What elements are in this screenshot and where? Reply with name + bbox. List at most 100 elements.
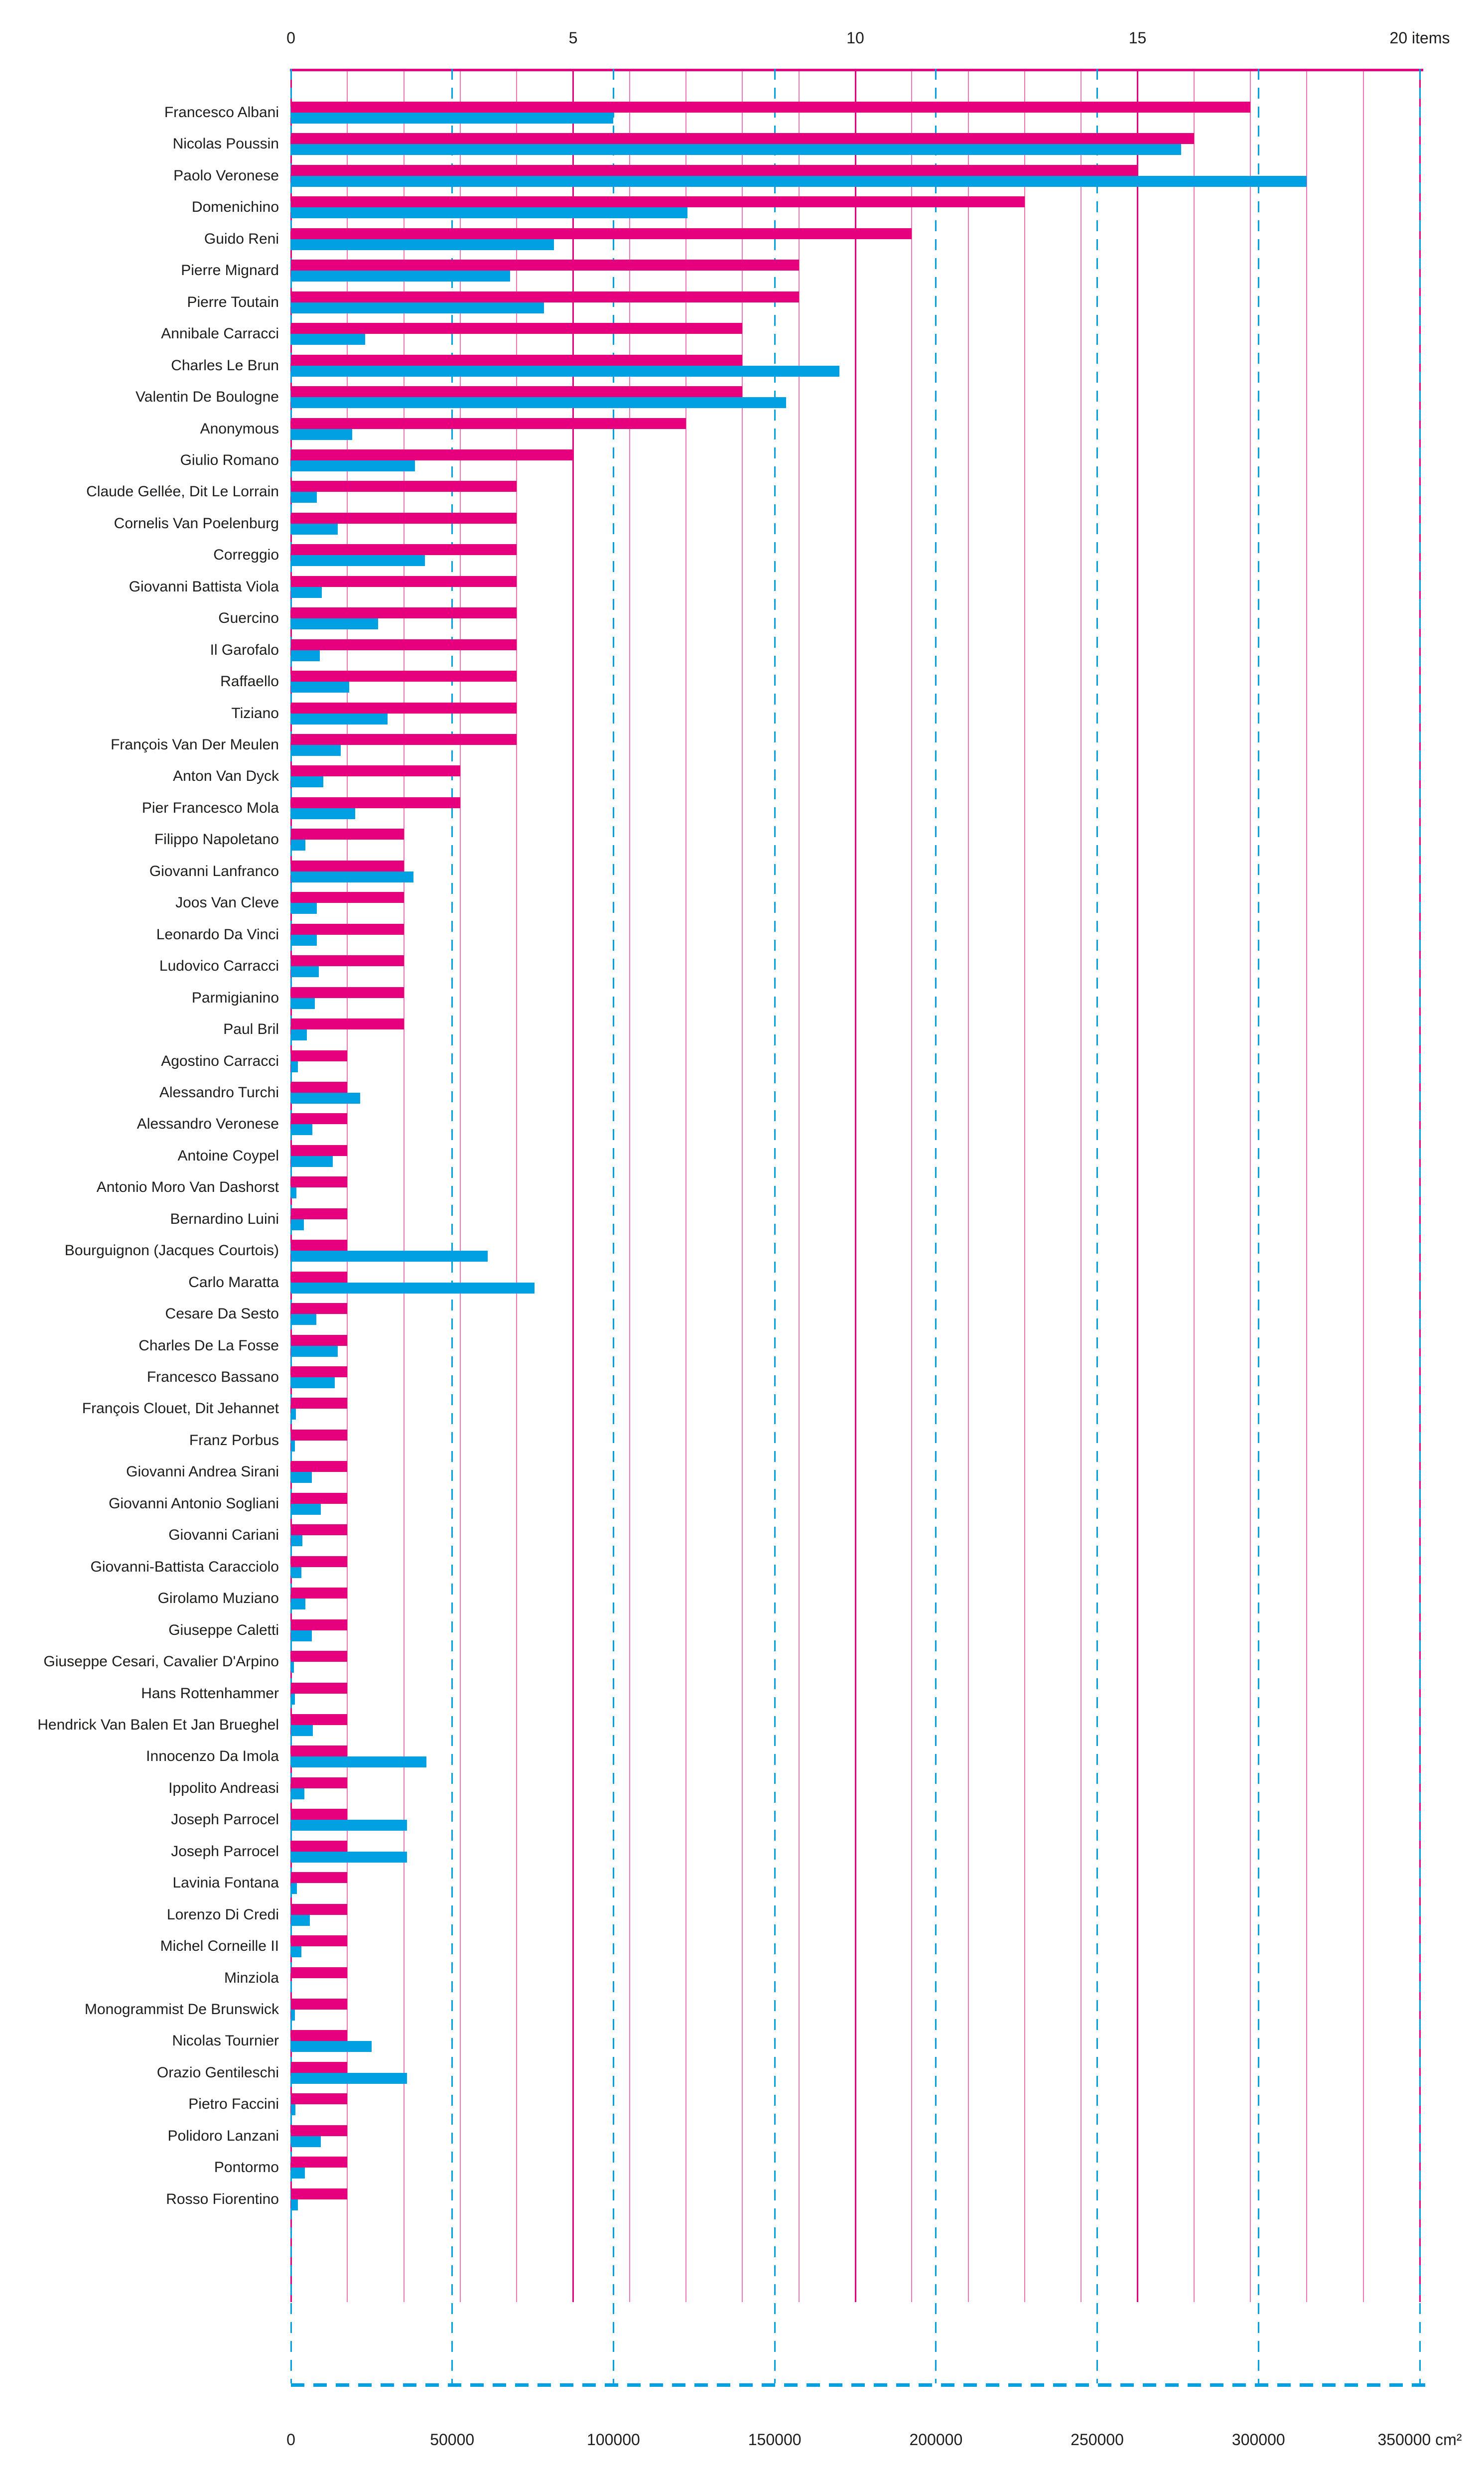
- items-bar: [291, 1809, 348, 1820]
- bottom-axis-tick-label: 250000: [1071, 2431, 1124, 2449]
- artist-label: Domenichino: [191, 199, 279, 216]
- items-bar: [291, 829, 404, 840]
- area-bar: [291, 1282, 535, 1294]
- items-bar: [291, 1240, 348, 1251]
- artist-label: Raffaello: [220, 673, 279, 690]
- items-bar: [291, 449, 573, 460]
- area-bar: [291, 1788, 304, 1799]
- items-bar: [291, 1999, 348, 2010]
- items-gridline-minor: [459, 69, 461, 2302]
- items-bar: [291, 544, 517, 556]
- bottom-axis-tick-label: 150000: [748, 2431, 802, 2449]
- items-bar: [291, 512, 517, 524]
- items-bar: [291, 386, 743, 398]
- artist-label: Bernardino Luini: [170, 1210, 279, 1227]
- area-bar: [291, 207, 688, 219]
- items-gridline-minor: [1024, 69, 1025, 2302]
- items-bar: [291, 1113, 348, 1125]
- area-bar: [291, 334, 365, 345]
- top-axis-line: [290, 69, 1423, 71]
- items-bar: [291, 639, 517, 650]
- area-bar: [291, 871, 414, 882]
- items-gridline-minor: [1362, 69, 1364, 2302]
- items-bar: [291, 1903, 348, 1915]
- artist-label: Pierre Mignard: [181, 262, 279, 279]
- area-bar: [291, 1251, 488, 1262]
- area-bar: [291, 397, 786, 409]
- artist-label: Giovanni Battista Viola: [129, 578, 279, 595]
- artist-label: Orazio Gentileschi: [156, 2064, 279, 2081]
- artist-label: Nicolas Poussin: [172, 136, 279, 152]
- artist-label: Anonymous: [200, 420, 279, 437]
- bottom-axis-tick-label: 350000 cm²: [1377, 2431, 1462, 2449]
- area-bar: [291, 1820, 407, 1831]
- items-gridline-minor: [911, 69, 913, 2302]
- artist-label: Giovanni Lanfranco: [149, 863, 279, 879]
- items-bar: [291, 1588, 348, 1599]
- top-axis-tick-label: 0: [286, 29, 295, 47]
- area-bar: [291, 776, 323, 788]
- artist-label: Annibale Carracci: [161, 325, 279, 342]
- area-bar: [291, 1061, 298, 1072]
- area-bar: [291, 903, 317, 914]
- bottom-axis-tick-label: 100000: [587, 2431, 640, 2449]
- area-bar: [291, 1409, 296, 1420]
- area-bar: [291, 745, 341, 756]
- bottom-axis-tick-label: 200000: [909, 2431, 963, 2449]
- items-bar: [291, 1619, 348, 1630]
- items-gridline-minor: [629, 69, 630, 2302]
- items-bar: [291, 1208, 348, 1219]
- area-bar: [291, 144, 1181, 155]
- area-bar: [291, 1345, 338, 1357]
- area-gridline-dashed: [612, 69, 614, 2383]
- artist-label: Giulio Romano: [180, 451, 279, 468]
- items-bar: [291, 1777, 348, 1788]
- items-bar: [291, 1145, 348, 1156]
- artist-label: Filippo Napoletano: [154, 831, 279, 848]
- artist-label: François Clouet, Dit Jehannet: [82, 1400, 279, 1417]
- artist-label: Charles Le Brun: [171, 357, 279, 374]
- area-bar: [291, 1851, 407, 1863]
- bottom-axis-tick-label: 0: [286, 2431, 295, 2449]
- area-bar: [291, 1472, 312, 1483]
- items-bar: [291, 576, 517, 587]
- bottom-axis-tick-label: 300000: [1231, 2431, 1285, 2449]
- items-bar: [291, 734, 517, 745]
- items-bar: [291, 2093, 348, 2105]
- artist-label: Alessandro Turchi: [159, 1084, 279, 1101]
- area-gridline-dashed: [1096, 69, 1098, 2383]
- items-gridline-minor: [1080, 69, 1082, 2302]
- artist-label: Polidoro Lanzani: [167, 2127, 279, 2144]
- area-bar: [291, 1567, 302, 1578]
- artist-label: Giovanni Antonio Sogliani: [109, 1495, 279, 1512]
- artist-label: Guido Reni: [204, 230, 279, 247]
- area-bar: [291, 1503, 321, 1515]
- items-bar: [291, 923, 404, 935]
- area-bar: [291, 840, 306, 851]
- artist-label: Agostino Carracci: [161, 1052, 279, 1069]
- items-bar: [291, 1714, 348, 1725]
- artist-label: Lavinia Fontana: [172, 1875, 279, 1891]
- top-axis-tick-label: 10: [846, 29, 864, 47]
- items-gridline-major: [572, 69, 574, 2302]
- artist-label: Alessandro Veronese: [136, 1116, 279, 1133]
- artist-label: Guercino: [218, 610, 279, 627]
- artist-label: Il Garofalo: [210, 641, 279, 658]
- artist-label: Hans Rottenhammer: [141, 1685, 279, 1702]
- area-bar: [291, 1124, 312, 1136]
- artist-label: Correggio: [213, 547, 279, 564]
- items-gridline-major: [854, 69, 856, 2302]
- items-gridline-minor: [1193, 69, 1195, 2302]
- items-bar: [291, 260, 799, 271]
- items-bar: [291, 196, 1025, 208]
- artist-label: Pierre Toutain: [187, 293, 279, 310]
- items-bar: [291, 481, 517, 492]
- items-bar: [291, 1303, 348, 1314]
- artist-label: Minziola: [224, 1969, 279, 1986]
- area-bar: [291, 1662, 294, 1673]
- area-bar: [291, 271, 511, 282]
- items-bar: [291, 1935, 348, 1947]
- top-axis-tick-label: 20 items: [1389, 29, 1450, 47]
- area-bar: [291, 2199, 298, 2210]
- area-gridline-dashed: [935, 69, 937, 2383]
